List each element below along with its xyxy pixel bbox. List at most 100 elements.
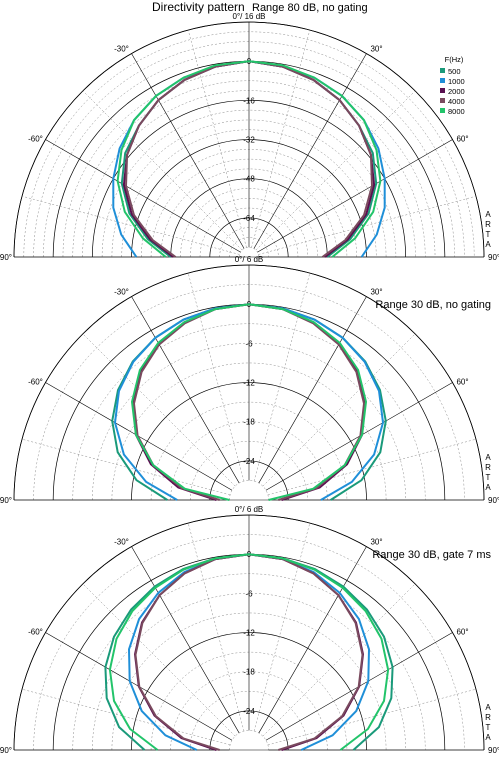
- arta-watermark-letter: R: [485, 463, 491, 472]
- legend-swatch: [440, 98, 445, 103]
- grid-spoke: [131, 296, 240, 484]
- angle-tick-label: 60°: [456, 628, 468, 637]
- arta-watermark-letter: A: [485, 703, 491, 712]
- arta-watermark-letter: R: [485, 220, 491, 229]
- radial-tick-label: -64: [243, 214, 255, 223]
- grid-spoke: [131, 546, 240, 734]
- angle-tick-label: 60°: [456, 378, 468, 387]
- legend-swatch: [440, 78, 445, 83]
- grid-circle: [219, 227, 279, 258]
- chart-subtitle: Range 80 dB, no gating: [252, 2, 368, 14]
- arta-watermark-letter: A: [485, 733, 491, 742]
- grid-spoke: [253, 522, 311, 732]
- top-label: 0°/ 16 dB: [233, 12, 266, 21]
- polar-plot-2: -90°-60°-30°30°60°90°0°/ 6 dB0-6-12-18-2…: [0, 255, 499, 505]
- grid-circle: [160, 168, 338, 258]
- angle-tick-label: 30°: [370, 537, 382, 546]
- radial-tick-label: -18: [243, 418, 255, 427]
- angle-tick-label: -30°: [114, 287, 129, 296]
- grid-spoke: [21, 195, 240, 255]
- arta-watermark-letter: A: [485, 240, 491, 249]
- arta-watermark-letter: T: [486, 473, 491, 482]
- legend-title: F(Hz): [445, 55, 464, 64]
- grid-circle: [33, 284, 465, 501]
- angle-tick-label: -30°: [114, 537, 129, 546]
- radial-tick-label: -48: [243, 175, 255, 184]
- grid-spoke: [82, 333, 236, 487]
- angle-tick-label: -60°: [28, 135, 43, 144]
- grid-circle: [111, 362, 387, 501]
- grid-circle: [43, 51, 455, 258]
- grid-circle: [229, 480, 269, 501]
- grid-circle: [229, 730, 269, 751]
- legend-entry-label: 2000: [448, 87, 465, 96]
- arta-watermark-letter: T: [486, 230, 491, 239]
- angle-tick-label: -90°: [0, 496, 12, 505]
- angle-tick-label: 90°: [488, 746, 499, 755]
- radial-tick-label: -24: [243, 457, 255, 466]
- grid-spoke: [131, 53, 245, 249]
- grid-spoke: [251, 29, 311, 248]
- grid-spoke: [82, 583, 236, 737]
- radial-tick-label: -12: [243, 379, 255, 388]
- grid-spoke: [258, 296, 367, 484]
- arta-watermark-letter: A: [485, 210, 491, 219]
- chart-subtitle: Range 30 dB, gate 7 ms: [372, 549, 491, 561]
- polar-plot-3: -90°-60°-30°30°60°90°0°/ 6 dB0-6-12-18-2…: [0, 505, 499, 755]
- angle-tick-label: -90°: [0, 746, 12, 755]
- grid-circle: [170, 671, 328, 751]
- series-line-8000hz: [116, 60, 382, 258]
- grid-spoke: [267, 438, 477, 496]
- grid-spoke: [258, 546, 367, 734]
- grid-spoke: [267, 688, 477, 746]
- arta-watermark-letter: A: [485, 453, 491, 462]
- grid-spoke: [45, 139, 241, 253]
- arta-watermark-letter: R: [485, 713, 491, 722]
- radial-tick-label: -6: [245, 339, 253, 348]
- arta-watermark-letter: T: [486, 723, 491, 732]
- angle-tick-label: 30°: [370, 44, 382, 53]
- angle-tick-label: -60°: [28, 628, 43, 637]
- grid-spoke: [187, 522, 245, 732]
- grid-circle: [199, 208, 299, 258]
- grid-circle: [33, 534, 465, 751]
- legend-swatch: [440, 68, 445, 73]
- radial-tick-label: -12: [243, 629, 255, 638]
- legend-swatch: [440, 88, 445, 93]
- grid-spoke: [21, 688, 231, 746]
- grid-circle: [121, 129, 377, 258]
- arta-watermark-letter: A: [485, 483, 491, 492]
- angle-tick-label: -30°: [114, 44, 129, 53]
- grid-circle: [111, 612, 387, 751]
- series-line-8000hz: [130, 303, 368, 501]
- legend-entry-label: 4000: [448, 97, 465, 106]
- chart-title: Directivity pattern: [152, 0, 245, 14]
- radial-tick-label: -6: [245, 589, 253, 598]
- legend-swatch: [440, 108, 445, 113]
- grid-spoke: [253, 53, 367, 249]
- legend-entry-label: 1000: [448, 77, 465, 86]
- angle-tick-label: 60°: [456, 135, 468, 144]
- polar-plot-1: -90°-60°-30°30°60°90°0°/ 16 dB0-16-32-48…: [0, 0, 499, 262]
- top-label: 0°/ 6 dB: [235, 505, 264, 514]
- grid-spoke: [262, 583, 416, 737]
- radial-tick-label: -16: [243, 96, 255, 105]
- grid-spoke: [187, 272, 245, 482]
- grid-circle: [229, 237, 269, 258]
- chart-subtitle: Range 30 dB, no gating: [375, 299, 491, 311]
- radial-tick-label: -18: [243, 668, 255, 677]
- radial-tick-label: -24: [243, 707, 255, 716]
- grid-spoke: [262, 333, 416, 487]
- top-label: 0°/ 6 dB: [235, 255, 264, 264]
- angle-tick-label: 30°: [370, 287, 382, 296]
- grid-spoke: [258, 195, 477, 255]
- grid-spoke: [255, 90, 416, 251]
- angle-tick-label: -90°: [0, 253, 12, 262]
- grid-spoke: [257, 139, 453, 253]
- angle-tick-label: 90°: [488, 253, 499, 262]
- legend-entry-label: 8000: [448, 107, 465, 116]
- grid-circle: [170, 421, 328, 501]
- angle-tick-label: -60°: [28, 378, 43, 387]
